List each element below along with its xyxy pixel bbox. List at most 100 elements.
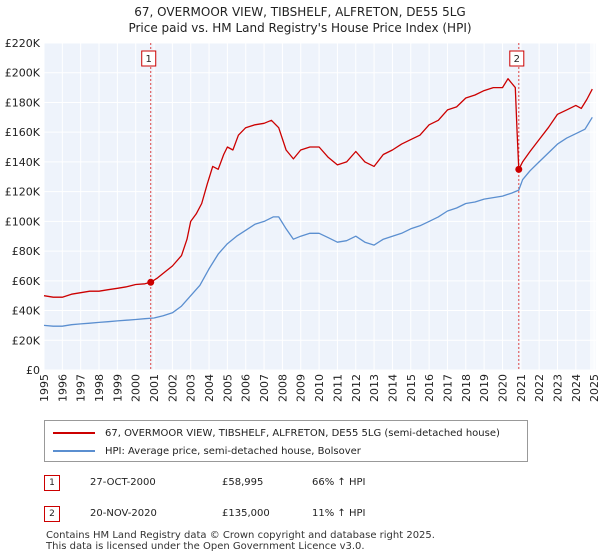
x-tick: 2003 bbox=[185, 374, 198, 402]
x-tick-label: 2025 bbox=[588, 374, 600, 402]
x-tick: 1995 bbox=[38, 374, 51, 402]
transaction-date: 27-OCT-2000 bbox=[90, 477, 156, 488]
annotation-box bbox=[509, 50, 525, 67]
transaction-price: £58,995 bbox=[222, 477, 264, 488]
transaction-badge: 2 bbox=[44, 506, 60, 522]
x-tick-label: 2014 bbox=[386, 374, 399, 402]
x-tick-label: 2006 bbox=[240, 374, 253, 402]
x-tick: 1999 bbox=[111, 374, 124, 402]
y-tick-label: £0 bbox=[26, 364, 40, 377]
x-tick-label: 2012 bbox=[350, 374, 363, 402]
x-tick: 2008 bbox=[276, 374, 289, 402]
y-tick-label: £60K bbox=[12, 275, 41, 288]
x-tick-label: 2017 bbox=[441, 374, 454, 402]
x-tick: 1998 bbox=[93, 374, 106, 402]
x-tick-label: 2015 bbox=[405, 374, 418, 402]
price-chart: 67, OVERMOOR VIEW, TIBSHELF, ALFRETON, D… bbox=[5, 5, 600, 402]
transaction-row: 2 20-NOV-2020 £135,000 11% ↑ HPI bbox=[44, 505, 584, 525]
transaction-row: 1 27-OCT-2000 £58,995 66% ↑ HPI bbox=[44, 474, 584, 494]
footer-line: This data is licensed under the Open Gov… bbox=[46, 541, 365, 552]
transaction-price: £135,000 bbox=[222, 508, 270, 519]
x-tick: 2025 bbox=[588, 374, 600, 402]
y-tick-label: £200K bbox=[5, 67, 41, 80]
x-tick-label: 2013 bbox=[368, 374, 381, 402]
x-tick: 2006 bbox=[240, 374, 253, 402]
x-tick: 2007 bbox=[258, 374, 271, 402]
y-tick-label: £80K bbox=[12, 245, 41, 258]
legend-item-hpi: HPI: Average price, semi-detached house,… bbox=[53, 442, 361, 460]
sale-point bbox=[515, 165, 523, 173]
annotation-box bbox=[141, 50, 157, 67]
x-tick-label: 2002 bbox=[166, 374, 179, 402]
x-tick: 2014 bbox=[386, 374, 399, 402]
x-tick-label: 2008 bbox=[276, 374, 289, 402]
legend-swatch-property bbox=[53, 432, 95, 434]
x-tick-label: 2003 bbox=[185, 374, 198, 402]
x-tick-label: 2007 bbox=[258, 374, 271, 402]
y-tick-label: £220K bbox=[5, 37, 41, 50]
x-tick-label: 1999 bbox=[111, 374, 124, 402]
transaction-hpi: 11% ↑ HPI bbox=[312, 508, 366, 519]
x-tick-label: 2011 bbox=[331, 374, 344, 402]
x-tick: 2011 bbox=[331, 374, 344, 402]
x-tick: 2015 bbox=[405, 374, 418, 402]
legend-item-property: 67, OVERMOOR VIEW, TIBSHELF, ALFRETON, D… bbox=[53, 424, 500, 442]
y-tick-label: £140K bbox=[5, 156, 41, 169]
x-tick-label: 2005 bbox=[221, 374, 234, 402]
x-tick-label: 2001 bbox=[148, 374, 161, 402]
x-tick: 1996 bbox=[56, 374, 69, 402]
x-tick: 2021 bbox=[515, 374, 528, 402]
x-tick: 2001 bbox=[148, 374, 161, 402]
x-tick-label: 1995 bbox=[38, 374, 51, 402]
x-tick-label: 2009 bbox=[295, 374, 308, 402]
legend: 67, OVERMOOR VIEW, TIBSHELF, ALFRETON, D… bbox=[44, 420, 528, 462]
x-tick-label: 1998 bbox=[93, 374, 106, 402]
x-tick-label: 1996 bbox=[56, 374, 69, 402]
x-tick: 1997 bbox=[75, 374, 88, 402]
x-tick: 2019 bbox=[478, 374, 491, 402]
chart-subtitle: Price paid vs. HM Land Registry's House … bbox=[128, 21, 471, 35]
annotation-label: 1 bbox=[146, 54, 152, 65]
transaction-date: 20-NOV-2020 bbox=[90, 508, 157, 519]
annotation-label: 2 bbox=[514, 54, 520, 65]
x-tick: 2016 bbox=[423, 374, 436, 402]
hatch-region bbox=[590, 43, 596, 370]
x-tick-label: 2004 bbox=[203, 374, 216, 402]
x-tick: 2017 bbox=[441, 374, 454, 402]
x-tick: 2018 bbox=[460, 374, 473, 402]
x-tick: 2024 bbox=[570, 374, 583, 402]
footer-line: Contains HM Land Registry data © Crown c… bbox=[46, 530, 435, 541]
x-tick: 2022 bbox=[533, 374, 546, 402]
chart-title: 67, OVERMOOR VIEW, TIBSHELF, ALFRETON, D… bbox=[134, 5, 465, 19]
x-tick: 2005 bbox=[221, 374, 234, 402]
x-tick: 2010 bbox=[313, 374, 326, 402]
series-line bbox=[43, 116, 593, 327]
legend-label-property: 67, OVERMOOR VIEW, TIBSHELF, ALFRETON, D… bbox=[105, 427, 500, 439]
x-tick-label: 1997 bbox=[75, 374, 88, 402]
y-tick-label: £160K bbox=[5, 126, 41, 139]
x-tick-label: 2000 bbox=[130, 374, 143, 402]
x-tick-label: 2021 bbox=[515, 374, 528, 402]
x-tick: 2013 bbox=[368, 374, 381, 402]
legend-label-hpi: HPI: Average price, semi-detached house,… bbox=[105, 445, 361, 457]
x-tick: 2020 bbox=[496, 374, 509, 402]
y-tick-label: £40K bbox=[12, 305, 41, 318]
y-tick-label: £180K bbox=[5, 96, 41, 109]
x-tick: 2023 bbox=[551, 374, 564, 402]
sale-point bbox=[147, 278, 155, 286]
x-tick-label: 2023 bbox=[551, 374, 564, 402]
x-tick: 2009 bbox=[295, 374, 308, 402]
x-tick-label: 2018 bbox=[460, 374, 473, 402]
x-tick-label: 2020 bbox=[496, 374, 509, 402]
y-tick-label: £100K bbox=[5, 215, 41, 228]
plot-area bbox=[44, 43, 596, 370]
footer: Contains HM Land Registry data © Crown c… bbox=[46, 530, 435, 552]
x-tick-label: 2022 bbox=[533, 374, 546, 402]
x-tick-label: 2010 bbox=[313, 374, 326, 402]
transaction-badge: 1 bbox=[44, 475, 60, 491]
y-tick-label: £120K bbox=[5, 186, 41, 199]
x-tick: 2004 bbox=[203, 374, 216, 402]
x-tick-label: 2016 bbox=[423, 374, 436, 402]
x-tick: 2012 bbox=[350, 374, 363, 402]
x-tick: 2000 bbox=[130, 374, 143, 402]
